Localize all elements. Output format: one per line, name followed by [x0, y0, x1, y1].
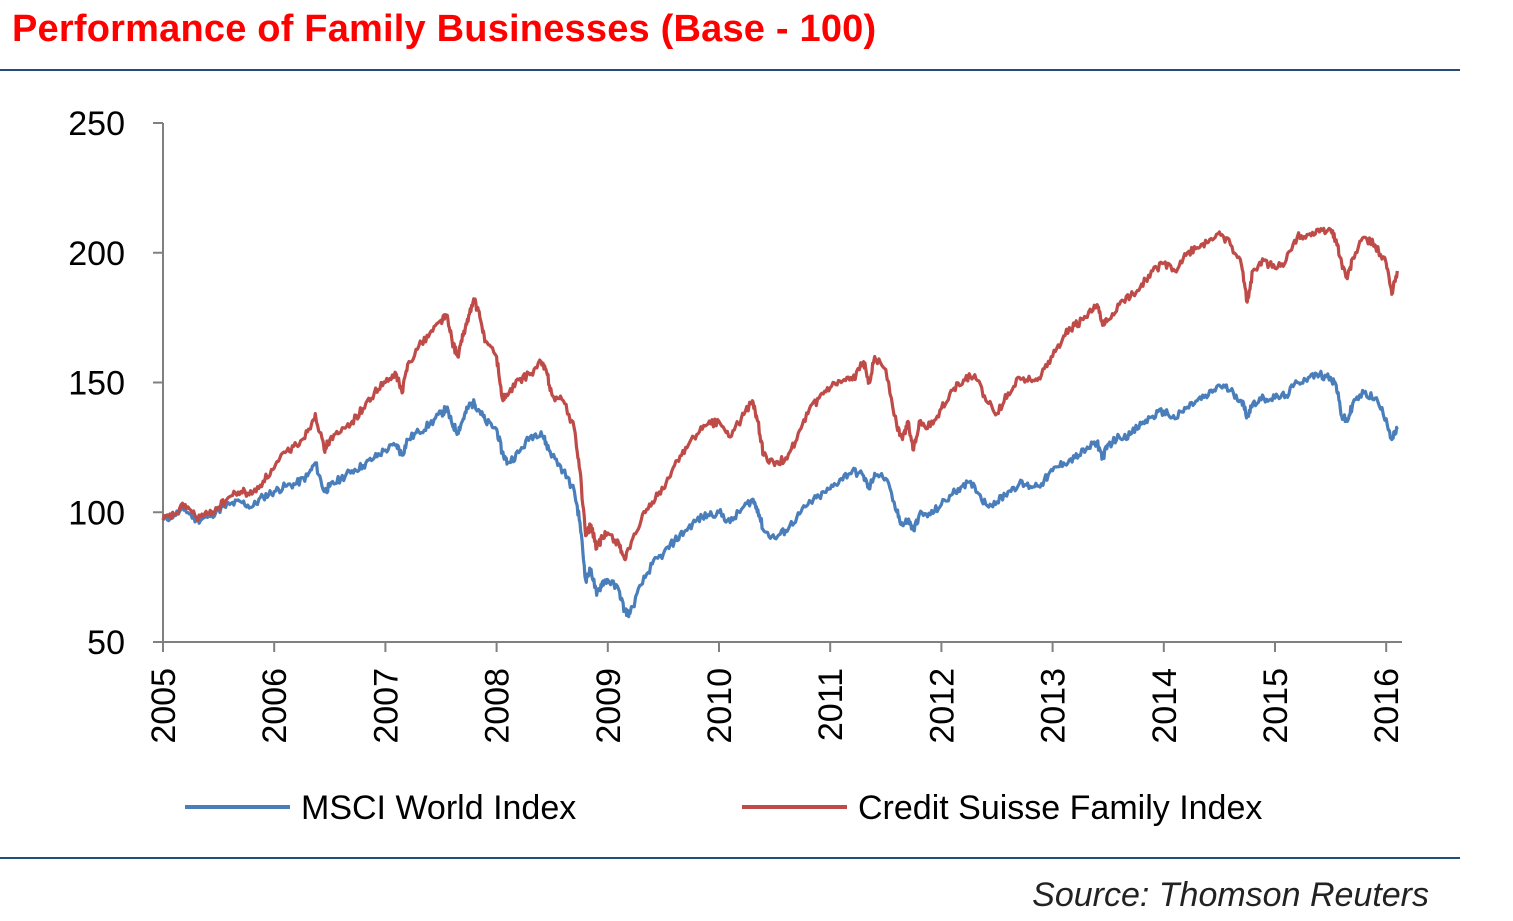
series-line-credit-suisse-family: [161, 226, 1399, 562]
x-tick-label: 2013: [1035, 668, 1073, 744]
legend-label: Credit Suisse Family Index: [858, 789, 1262, 827]
legend-label: MSCI World Index: [301, 789, 576, 827]
y-tick-label: 200: [68, 235, 125, 273]
axes: 50 100 150 200 250 2005 2006 2007 2008 2009 2010 20…: [68, 105, 1406, 744]
y-tick-label: 250: [68, 105, 125, 143]
chart-title: Performance of Family Businesses (Base -…: [12, 8, 877, 50]
x-tick-label: 2009: [590, 668, 628, 744]
x-tick-label: 2014: [1146, 668, 1184, 744]
y-tick-label: 100: [68, 494, 125, 532]
x-tick-label: 2015: [1257, 668, 1295, 744]
y-tick-label: 150: [68, 365, 125, 403]
source-note: Source: Thomson Reuters: [1032, 876, 1429, 914]
y-tick-label: 50: [87, 624, 125, 662]
series-lines: [161, 226, 1399, 619]
series-line-msci-world: [161, 369, 1399, 619]
x-tick-label: 2010: [701, 668, 739, 744]
x-tick-label: 2011: [812, 668, 850, 741]
legend: MSCI World Index Credit Suisse Family Ind…: [185, 789, 1262, 827]
bottom-divider: [0, 857, 1460, 859]
x-tick-label: 2006: [256, 668, 294, 744]
x-tick-label: 2008: [479, 668, 517, 744]
x-tick-label: 2012: [923, 668, 961, 744]
top-divider: [0, 69, 1460, 71]
x-tick-label: 2016: [1368, 668, 1406, 744]
x-tick-label: 2007: [367, 668, 405, 744]
x-tick-label: 2005: [145, 668, 183, 744]
